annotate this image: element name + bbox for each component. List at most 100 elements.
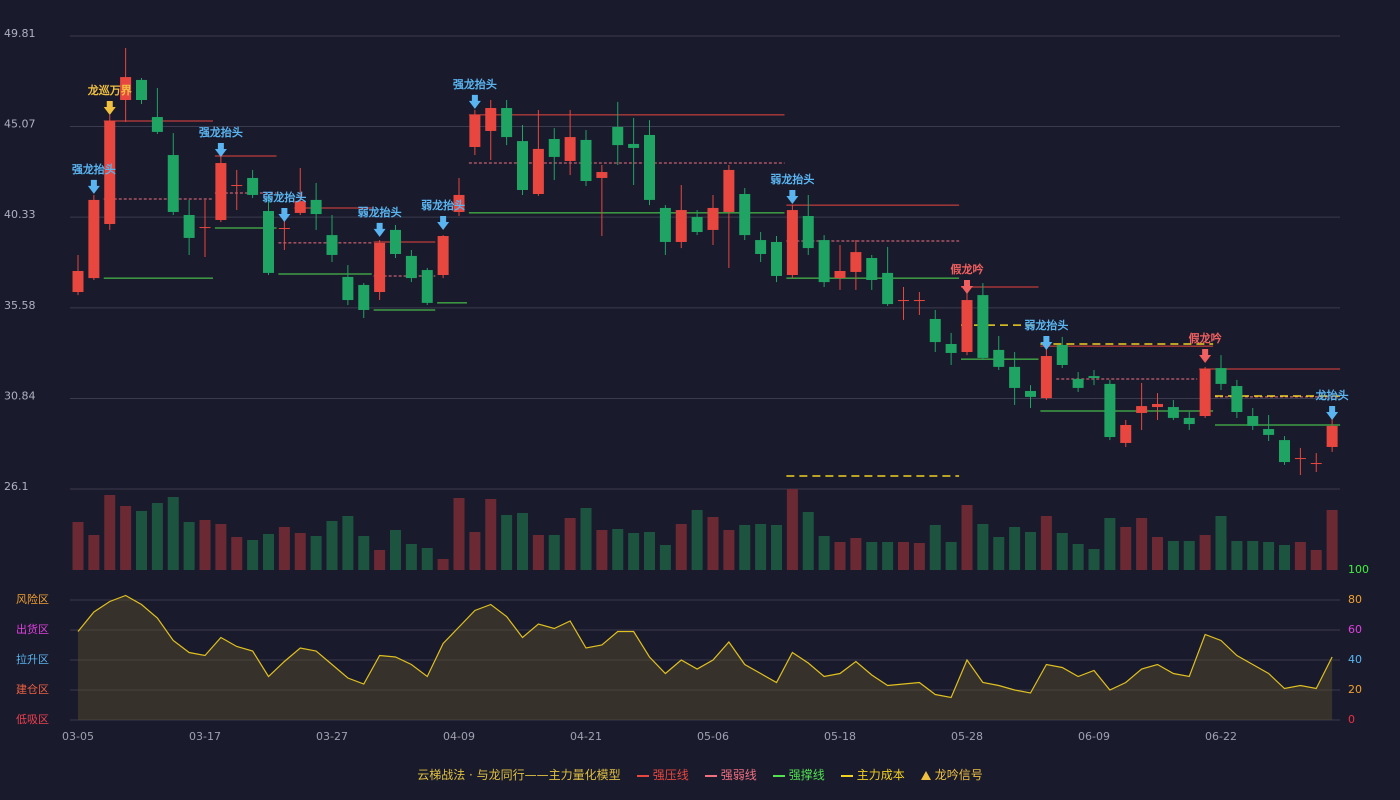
candle-body: [136, 79, 147, 101]
volume-bar: [136, 511, 147, 570]
signal-arrow: [214, 143, 227, 158]
candle-body: [453, 194, 465, 212]
candle-body: [1104, 383, 1116, 438]
candle-body: [1072, 378, 1084, 388]
volume-bar: [675, 524, 687, 570]
candle-body: [707, 207, 719, 230]
legend-marker: [704, 774, 717, 777]
x-tick-label: 04-21: [570, 730, 602, 743]
candle-body: [548, 138, 560, 157]
signal-label: 假龙吟: [951, 262, 984, 276]
volume-bar: [723, 530, 735, 570]
candle-body: [532, 148, 544, 195]
signal-arrow: [1326, 405, 1339, 420]
indicator-line: [77, 594, 1333, 699]
x-tick-label: 03-27: [316, 730, 348, 743]
volume-bar: [1310, 550, 1322, 570]
signal-arrow: [437, 216, 450, 231]
y2-tick-label: 40: [1348, 653, 1362, 666]
signal-arrow: [468, 94, 481, 109]
candle-body: [675, 210, 687, 242]
candle-body: [913, 300, 925, 302]
candle-body: [501, 108, 513, 138]
volume-bar: [390, 530, 401, 570]
signal-arrow: [961, 280, 973, 295]
volume-bar: [374, 550, 386, 570]
volume-bar: [215, 524, 227, 570]
candle-body: [1040, 356, 1052, 399]
legend: 云梯战法 · 与龙同行——主力量化模型 强压线 强弱线 强撑线 主力成本 龙吟信号: [0, 766, 1400, 783]
volume-bar: [882, 542, 894, 570]
candle-body: [802, 215, 814, 249]
legend-item: 强撑线: [772, 768, 825, 782]
volume-bar: [612, 529, 624, 570]
volume-bar: [755, 524, 767, 570]
legend-label: 强撑线: [788, 768, 825, 782]
legend-marker: [920, 771, 931, 780]
y-tick-label: 40.33: [4, 208, 36, 221]
signal-arrow: [103, 101, 116, 116]
y2-tick-label: 80: [1348, 593, 1362, 606]
candle-body: [183, 215, 195, 238]
candle-body: [659, 207, 671, 242]
signal-arrow: [87, 179, 100, 194]
legend-item: 龙吟信号: [920, 768, 983, 782]
volume-bar: [659, 545, 671, 570]
volume-bar: [485, 499, 497, 570]
legend-item: 强弱线: [704, 768, 757, 782]
candle-body: [247, 177, 259, 195]
candle-body: [1294, 458, 1306, 460]
volume-bar: [1104, 518, 1116, 570]
candle-body: [834, 271, 846, 279]
volume-bar: [294, 533, 306, 570]
legend-label: 主力成本: [856, 768, 905, 782]
volume-bar: [802, 512, 814, 570]
candle-body: [1199, 369, 1211, 417]
legend-item: 主力成本: [840, 768, 905, 782]
candle-body: [1152, 403, 1163, 408]
candle-body: [72, 271, 84, 293]
candle-body: [199, 227, 211, 229]
candle-body: [866, 258, 878, 280]
x-tick-label: 06-22: [1205, 730, 1237, 743]
x-tick-label: 03-05: [62, 730, 94, 743]
volume-bar: [771, 525, 782, 570]
y-tick-label: 49.81: [4, 27, 36, 40]
volume-bar: [596, 530, 608, 570]
volume-bar: [358, 536, 370, 570]
signal-label: 假龙吟: [1189, 331, 1222, 345]
signal-label: 强龙抬头: [72, 162, 116, 176]
signal-arrow: [278, 208, 291, 223]
volume-bar: [1279, 545, 1290, 570]
candle-body: [1025, 390, 1036, 397]
volume-bar: [1152, 537, 1163, 570]
volume-bar: [469, 532, 481, 570]
y2-tick-label: 20: [1348, 683, 1362, 696]
volume-bar: [1072, 544, 1084, 570]
candle-body: [310, 199, 322, 215]
volume-bar: [707, 517, 719, 570]
candle-body: [644, 134, 655, 200]
volume-bar: [310, 536, 322, 570]
volume-bar: [739, 525, 751, 570]
signal-arrow: [1040, 336, 1053, 351]
volume-bar: [437, 559, 449, 570]
candle-body: [850, 252, 862, 272]
volume-bar: [564, 518, 576, 570]
y2-tick-label: 100: [1348, 563, 1369, 576]
volume-bar: [421, 548, 433, 570]
zone-label: 建仓区: [16, 682, 49, 696]
candle-body: [421, 270, 433, 303]
volume-bar: [818, 536, 830, 570]
candle-body: [755, 240, 767, 254]
candle-body: [612, 126, 624, 146]
x-tick-label: 03-17: [189, 730, 221, 743]
candle-body: [231, 185, 243, 187]
signal-label: 弱龙抬头: [770, 172, 814, 186]
candle-body: [167, 155, 179, 212]
signal-label: 龙抬头: [1315, 388, 1349, 402]
y-tick-label: 45.07: [4, 118, 36, 131]
zone-label: 低吸区: [16, 713, 49, 726]
candle-body: [1247, 416, 1259, 426]
